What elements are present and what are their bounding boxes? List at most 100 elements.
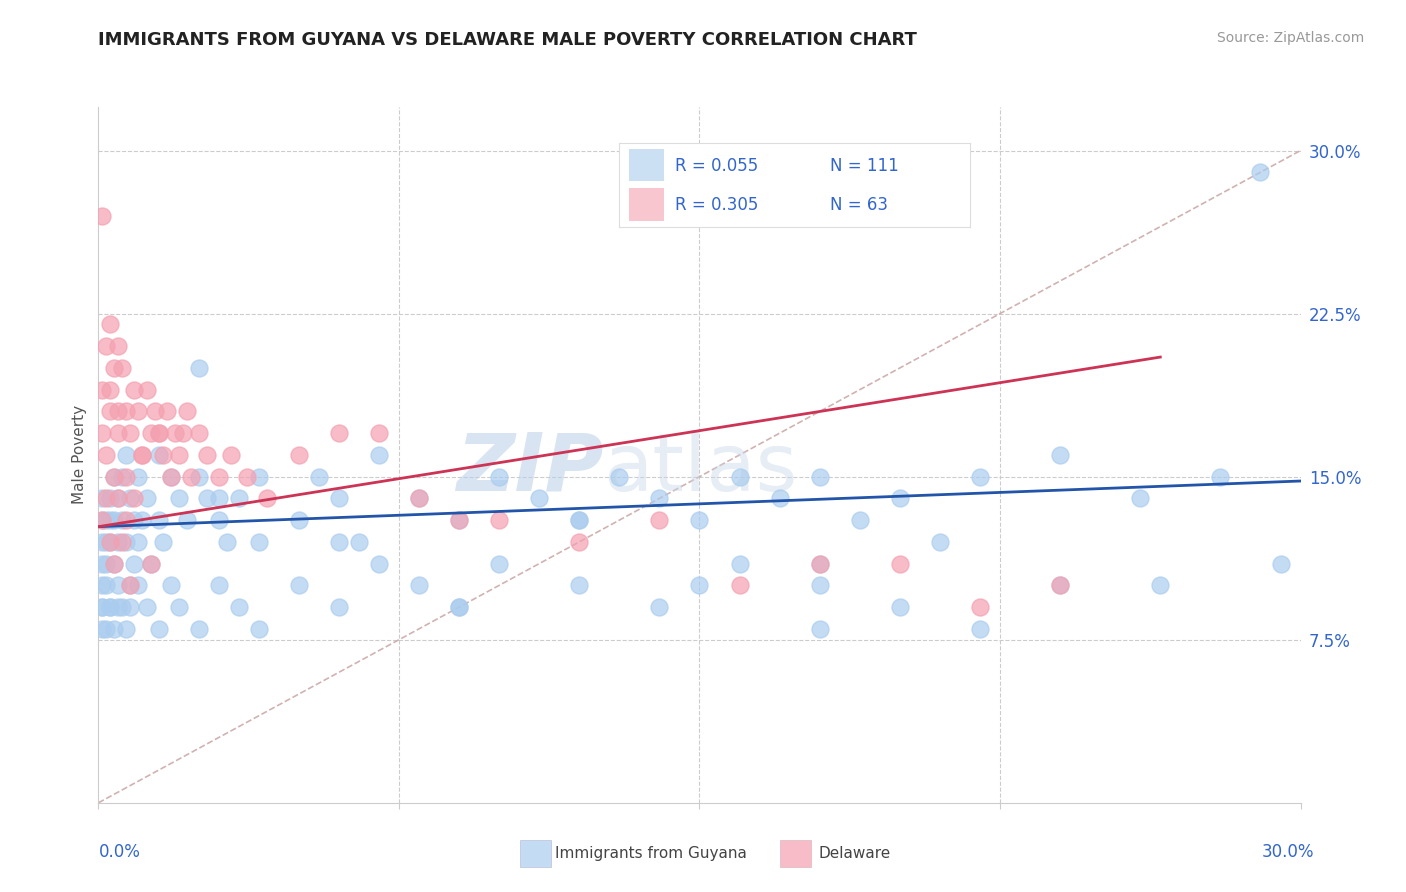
Point [120, 491, 142, 506]
Point [100, 600, 122, 615]
Point [115, 513, 138, 527]
Point [969, 622, 991, 636]
Point [247, 535, 270, 549]
Point [648, 513, 671, 527]
Point [152, 448, 174, 462]
Point [96, 491, 118, 506]
Point [447, 513, 470, 527]
Point [91, 491, 114, 506]
Point [1049, 578, 1071, 592]
Point [103, 360, 125, 375]
Point [115, 404, 138, 418]
Point [96, 622, 118, 636]
Point [159, 469, 181, 483]
Point [215, 535, 238, 549]
Y-axis label: Male Poverty: Male Poverty [72, 405, 87, 505]
Point [187, 469, 209, 483]
Point [139, 557, 162, 571]
Point [107, 600, 129, 615]
Point [100, 383, 122, 397]
Point [91, 578, 114, 592]
Point [124, 513, 146, 527]
Text: 30.0%: 30.0% [1263, 843, 1315, 861]
Point [808, 622, 831, 636]
Point [728, 469, 751, 483]
Point [124, 557, 146, 571]
Point [103, 622, 125, 636]
Point [148, 448, 170, 462]
Point [208, 578, 231, 592]
Point [808, 578, 831, 592]
Point [187, 622, 209, 636]
Point [96, 339, 118, 353]
Point [139, 557, 162, 571]
Point [167, 600, 190, 615]
Point [103, 469, 125, 483]
Point [1129, 491, 1152, 506]
Point [195, 491, 218, 506]
Point [103, 513, 125, 527]
Point [91, 513, 114, 527]
Point [1209, 469, 1232, 483]
Point [155, 404, 177, 418]
Point [96, 557, 118, 571]
Point [247, 622, 270, 636]
Point [187, 360, 209, 375]
Point [1250, 165, 1272, 179]
Point [148, 513, 170, 527]
Point [148, 622, 170, 636]
Point [768, 491, 790, 506]
Point [107, 491, 129, 506]
Point [152, 535, 174, 549]
Point [609, 469, 631, 483]
Point [107, 339, 129, 353]
Point [176, 404, 198, 418]
Point [131, 513, 153, 527]
Point [488, 513, 510, 527]
Point [447, 600, 470, 615]
Point [100, 535, 122, 549]
Point [115, 448, 138, 462]
Point [408, 578, 430, 592]
Point [120, 600, 142, 615]
Point [111, 535, 134, 549]
Point [120, 426, 142, 441]
Point [100, 513, 122, 527]
Point [128, 469, 150, 483]
Point [120, 578, 142, 592]
Point [128, 578, 150, 592]
Point [115, 535, 138, 549]
Point [1149, 578, 1171, 592]
Point [167, 491, 190, 506]
FancyBboxPatch shape [630, 188, 664, 220]
Point [159, 469, 181, 483]
Point [288, 513, 311, 527]
Point [111, 513, 134, 527]
Text: ZIP: ZIP [456, 430, 603, 508]
Point [96, 513, 118, 527]
Point [91, 383, 114, 397]
Point [115, 622, 138, 636]
Text: R = 0.055: R = 0.055 [675, 157, 758, 175]
Point [111, 600, 134, 615]
Point [159, 578, 181, 592]
Point [100, 491, 122, 506]
Point [107, 535, 129, 549]
Point [143, 404, 166, 418]
Point [368, 448, 391, 462]
Point [368, 426, 391, 441]
Point [107, 426, 129, 441]
Point [408, 491, 430, 506]
Point [195, 448, 218, 462]
Point [91, 600, 114, 615]
Point [91, 535, 114, 549]
Point [488, 557, 510, 571]
Point [91, 622, 114, 636]
Point [808, 557, 831, 571]
Point [308, 469, 330, 483]
Point [148, 426, 170, 441]
Point [728, 557, 751, 571]
Text: IMMIGRANTS FROM GUYANA VS DELAWARE MALE POVERTY CORRELATION CHART: IMMIGRANTS FROM GUYANA VS DELAWARE MALE … [98, 31, 917, 49]
Point [688, 513, 710, 527]
Point [728, 578, 751, 592]
